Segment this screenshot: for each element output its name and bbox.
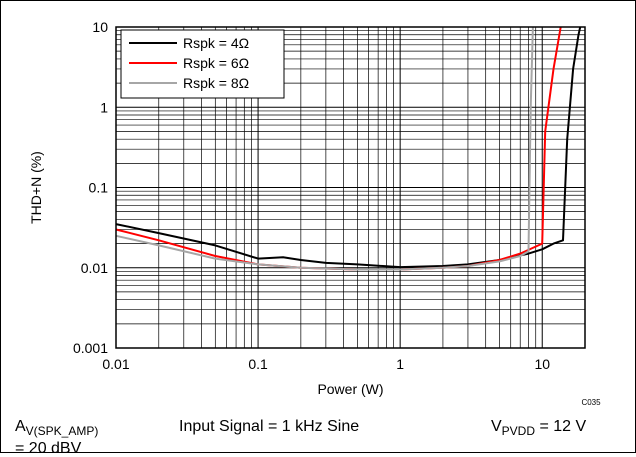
x-tick-label: 1 bbox=[396, 356, 404, 372]
legend: Rspk = 4Ω Rspk = 6Ω Rspk = 8Ω bbox=[120, 29, 285, 99]
x-axis-title: Power (W) bbox=[317, 381, 383, 397]
figure-code-label: C035 bbox=[581, 398, 601, 407]
supply-label: V bbox=[491, 418, 502, 435]
y-tick-label: 0.001 bbox=[73, 340, 108, 356]
gain-subscript: V(SPK_AMP) bbox=[25, 424, 99, 438]
supply-value: = 12 V bbox=[539, 418, 587, 435]
x-tick-label: 10 bbox=[534, 356, 550, 372]
y-tick-label: 10 bbox=[92, 19, 108, 35]
legend-label: Rspk = 8Ω bbox=[183, 75, 249, 91]
supply-subscript: PVDD bbox=[501, 424, 536, 438]
gain-label: A bbox=[15, 418, 26, 435]
y-axis-title: THD+N (%) bbox=[28, 151, 44, 224]
x-tick-label: 0.01 bbox=[102, 356, 129, 372]
legend-label: Rspk = 6Ω bbox=[183, 55, 249, 71]
plot-area-frame bbox=[115, 26, 586, 349]
input-signal-annotation: Input Signal = 1 kHz Sine bbox=[179, 418, 360, 435]
x-tick-label: 0.1 bbox=[248, 356, 268, 372]
y-tick-label: 1 bbox=[100, 99, 108, 115]
gain-annotation: AV(SPK_AMP) bbox=[15, 418, 99, 438]
series-line-1 bbox=[115, 26, 582, 269]
y-tick-label: 0.1 bbox=[89, 180, 109, 196]
supply-annotation: VPVDD = 12 V bbox=[491, 418, 587, 438]
legend-label: Rspk = 4Ω bbox=[183, 35, 249, 51]
series-lines bbox=[115, 26, 582, 271]
y-tick-label: 0.01 bbox=[81, 260, 108, 276]
series-line-3 bbox=[115, 26, 534, 271]
gain-value: = 20 dBV bbox=[15, 440, 82, 457]
